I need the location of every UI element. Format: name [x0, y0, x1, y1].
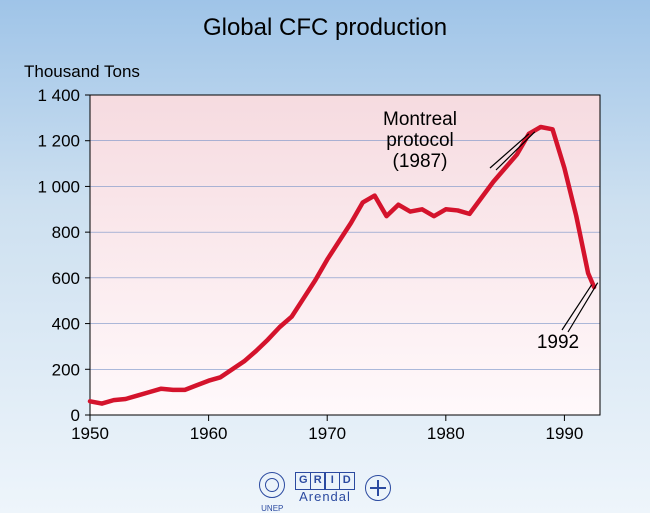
un-logo-icon [365, 475, 391, 501]
arendal-text: Arendal [299, 490, 351, 504]
y-tick-label: 200 [52, 360, 80, 379]
annotation-y1992: 1992 [537, 332, 579, 353]
annotation-montreal: Montreal [383, 109, 457, 130]
annotation-montreal: protocol [386, 130, 454, 151]
grid-arendal-logo: GRID Arendal [295, 472, 355, 504]
footer-attribution: UNEP GRID Arendal [0, 472, 650, 504]
y-tick-label: 0 [71, 406, 80, 425]
x-tick-label: 1970 [308, 424, 346, 443]
unep-logo-icon [259, 472, 285, 498]
y-tick-label: 800 [52, 223, 80, 242]
y-tick-label: 1 000 [37, 177, 80, 196]
y-tick-label: 600 [52, 269, 80, 288]
y-tick-label: 1 400 [37, 86, 80, 105]
chart-plot-area: 0 200 400 600 800 1 000 1 200 1 400 1950 1960 1970… [0, 0, 650, 460]
y-tick-label: 1 200 [37, 132, 80, 151]
unep-label: UNEP [261, 504, 283, 513]
grid-letter: D [339, 472, 355, 490]
annotation-montreal: (1987) [393, 151, 448, 172]
x-tick-label: 1990 [546, 424, 584, 443]
y-tick-label: 400 [52, 315, 80, 334]
chart-svg: 0 200 400 600 800 1 000 1 200 1 400 1950 1960 1970… [0, 0, 650, 460]
x-tick-label: 1960 [190, 424, 228, 443]
x-tick-label: 1980 [427, 424, 465, 443]
x-tick-label: 1950 [71, 424, 109, 443]
